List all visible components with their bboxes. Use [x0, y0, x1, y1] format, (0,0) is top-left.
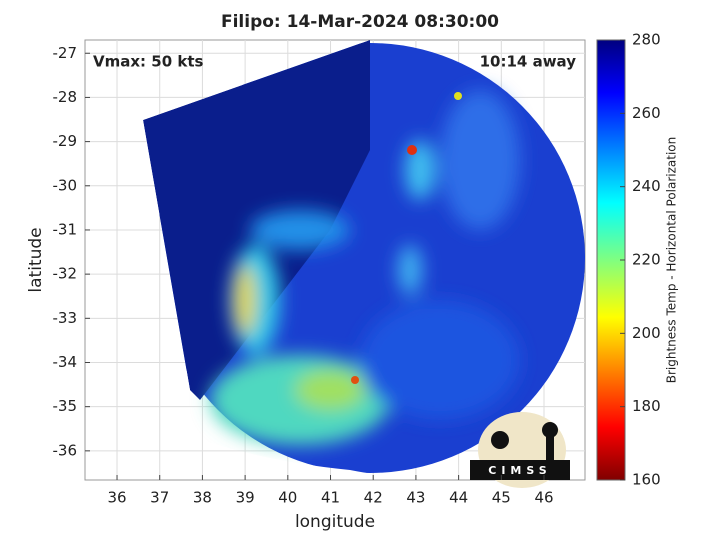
y-tick-label: -32	[53, 265, 78, 283]
logo-text: CIMSS	[488, 464, 551, 477]
y-tick-label: -28	[53, 88, 78, 106]
colorbar-tick-label: 280	[632, 31, 661, 49]
x-tick-label: 46	[534, 489, 553, 507]
x-tick-label: 42	[364, 489, 383, 507]
y-tick-label: -31	[53, 220, 78, 238]
x-tick-label: 37	[150, 489, 169, 507]
x-tick-label: 40	[278, 489, 297, 507]
y-tick-label: -29	[53, 132, 78, 150]
x-tick-label: 43	[406, 489, 425, 507]
vmax-annotation: Vmax: 50 kts	[93, 53, 203, 71]
x-tick-label: 38	[193, 489, 212, 507]
time-annotation: 10:14 away	[480, 53, 577, 71]
colorbar-tick-label: 200	[632, 324, 661, 342]
y-tick-label: -27	[53, 44, 78, 62]
y-tick-label: -35	[53, 397, 78, 415]
satellite-image	[143, 40, 585, 473]
x-tick-label: 44	[449, 489, 468, 507]
x-tick-label: 45	[492, 489, 511, 507]
colorbar-tick-label: 240	[632, 177, 661, 195]
colorbar-tick-label: 220	[632, 251, 661, 269]
y-tick-label: -33	[53, 309, 78, 327]
colorbar-tick-label: 260	[632, 104, 661, 122]
cimss-logo: CIMSS	[470, 412, 570, 488]
x-tick-label: 36	[107, 489, 126, 507]
y-axis-label: latitude	[26, 227, 46, 292]
y-tick-label: -30	[53, 176, 78, 194]
x-tick-label: 39	[236, 489, 255, 507]
colorbar-tick-label: 160	[632, 471, 661, 489]
title: Filipo: 14-Mar-2024 08:30:00	[221, 12, 499, 32]
y-tick-label: -36	[53, 441, 78, 459]
y-tick-label: -34	[53, 353, 78, 371]
colorbar-tick-label: 180	[632, 397, 661, 415]
x-axis-label: longitude	[295, 512, 375, 532]
colorbar-label: Brightness Temp - Horizontal Polarizatio…	[665, 137, 679, 384]
x-tick-label: 41	[321, 489, 340, 507]
